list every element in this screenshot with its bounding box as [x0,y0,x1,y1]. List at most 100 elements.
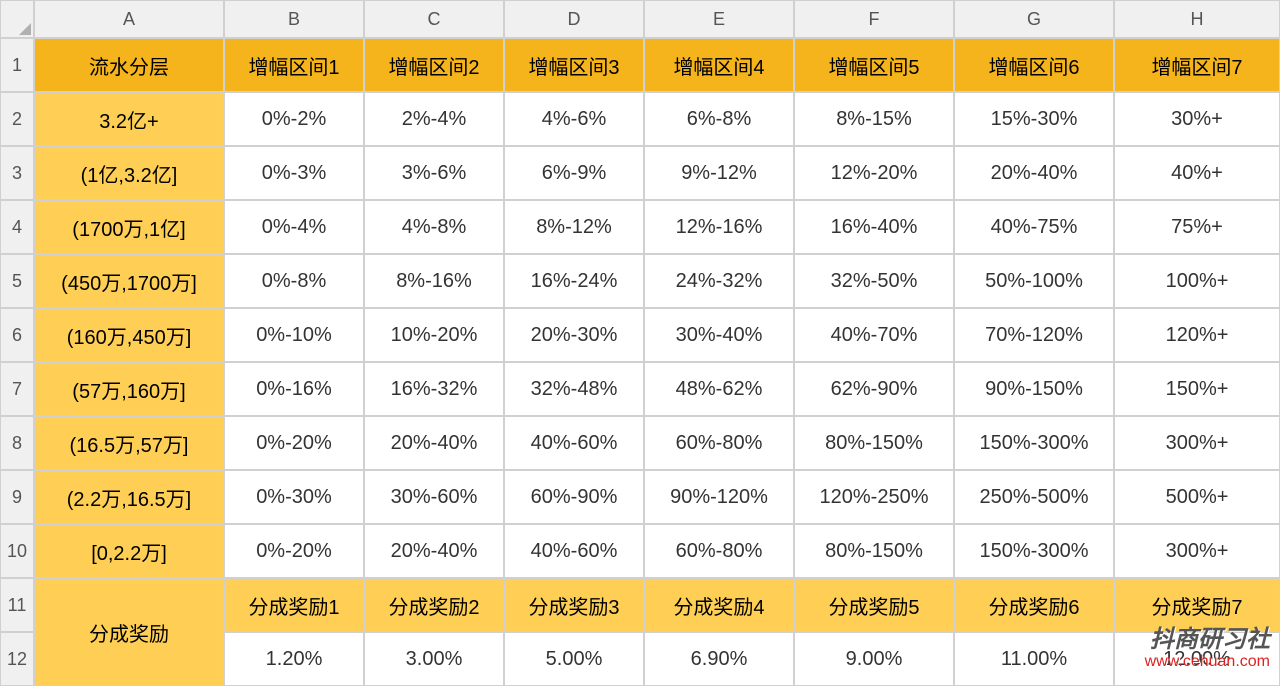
data-cell: 80%-150% [794,416,954,470]
reward-value-6: 11.00% [954,632,1114,686]
reward-header-6: 分成奖励6 [954,578,1114,632]
data-cell: 16%-24% [504,254,644,308]
column-header-F[interactable]: F [794,0,954,38]
data-cell: 120%-250% [794,470,954,524]
column-header-A[interactable]: A [34,0,224,38]
data-cell: 4%-6% [504,92,644,146]
column-header-H[interactable]: H [1114,0,1280,38]
increase-range-header-2: 增幅区间2 [364,38,504,92]
data-cell: 50%-100% [954,254,1114,308]
tier-label: (16.5万,57万] [34,416,224,470]
data-cell: 300%+ [1114,416,1280,470]
row-header-3[interactable]: 3 [0,146,34,200]
row-header-5[interactable]: 5 [0,254,34,308]
data-cell: 3%-6% [364,146,504,200]
column-header-D[interactable]: D [504,0,644,38]
data-cell: 40%-60% [504,416,644,470]
spreadsheet: ABCDEFGH123456789101112流水分层增幅区间1增幅区间2增幅区… [0,0,1280,686]
reward-value-4: 6.90% [644,632,794,686]
increase-range-header-7: 增幅区间7 [1114,38,1280,92]
reward-header-4: 分成奖励4 [644,578,794,632]
tier-label: (2.2万,16.5万] [34,470,224,524]
row-header-9[interactable]: 9 [0,470,34,524]
data-cell: 48%-62% [644,362,794,416]
tier-label: (1700万,1亿] [34,200,224,254]
reward-value-2: 3.00% [364,632,504,686]
data-cell: 0%-3% [224,146,364,200]
column-header-E[interactable]: E [644,0,794,38]
data-cell: 40%+ [1114,146,1280,200]
data-cell: 100%+ [1114,254,1280,308]
reward-value-3: 5.00% [504,632,644,686]
data-cell: 150%+ [1114,362,1280,416]
data-cell: 60%-80% [644,524,794,578]
data-cell: 32%-48% [504,362,644,416]
data-cell: 16%-32% [364,362,504,416]
data-cell: 120%+ [1114,308,1280,362]
tier-label: (450万,1700万] [34,254,224,308]
data-cell: 0%-2% [224,92,364,146]
data-cell: 2%-4% [364,92,504,146]
data-cell: 40%-60% [504,524,644,578]
data-cell: 40%-75% [954,200,1114,254]
reward-value-1: 1.20% [224,632,364,686]
tier-label: (160万,450万] [34,308,224,362]
tier-label: 3.2亿+ [34,92,224,146]
row-header-4[interactable]: 4 [0,200,34,254]
reward-header-1: 分成奖励1 [224,578,364,632]
tier-label: (1亿,3.2亿] [34,146,224,200]
data-cell: 0%-20% [224,416,364,470]
data-cell: 20%-30% [504,308,644,362]
data-cell: 15%-30% [954,92,1114,146]
data-cell: 75%+ [1114,200,1280,254]
data-cell: 10%-20% [364,308,504,362]
data-cell: 4%-8% [364,200,504,254]
row-header-8[interactable]: 8 [0,416,34,470]
data-cell: 70%-120% [954,308,1114,362]
row-header-11[interactable]: 11 [0,578,34,632]
reward-header-2: 分成奖励2 [364,578,504,632]
row-header-1[interactable]: 1 [0,38,34,92]
reward-header-3: 分成奖励3 [504,578,644,632]
reward-value-5: 9.00% [794,632,954,686]
data-cell: 300%+ [1114,524,1280,578]
data-cell: 60%-80% [644,416,794,470]
data-cell: 8%-12% [504,200,644,254]
increase-range-header-6: 增幅区间6 [954,38,1114,92]
tier-label: (57万,160万] [34,362,224,416]
increase-range-header-4: 增幅区间4 [644,38,794,92]
data-cell: 32%-50% [794,254,954,308]
row-header-12[interactable]: 12 [0,632,34,686]
data-cell: 60%-90% [504,470,644,524]
data-cell: 6%-9% [504,146,644,200]
row-header-2[interactable]: 2 [0,92,34,146]
data-cell: 30%-40% [644,308,794,362]
row-header-7[interactable]: 7 [0,362,34,416]
data-cell: 150%-300% [954,416,1114,470]
column-header-C[interactable]: C [364,0,504,38]
data-cell: 0%-4% [224,200,364,254]
data-cell: 20%-40% [364,416,504,470]
column-header-G[interactable]: G [954,0,1114,38]
data-cell: 12%-16% [644,200,794,254]
reward-label: 分成奖励 [34,578,224,686]
data-cell: 0%-20% [224,524,364,578]
tier-label: [0,2.2万] [34,524,224,578]
select-all-corner[interactable] [0,0,34,38]
column-header-B[interactable]: B [224,0,364,38]
row-header-6[interactable]: 6 [0,308,34,362]
data-cell: 20%-40% [364,524,504,578]
data-cell: 9%-12% [644,146,794,200]
data-cell: 30%-60% [364,470,504,524]
row-header-10[interactable]: 10 [0,524,34,578]
data-cell: 16%-40% [794,200,954,254]
data-cell: 24%-32% [644,254,794,308]
data-cell: 8%-15% [794,92,954,146]
data-cell: 0%-30% [224,470,364,524]
reward-header-7: 分成奖励7 [1114,578,1280,632]
data-cell: 80%-150% [794,524,954,578]
data-cell: 12%-20% [794,146,954,200]
data-cell: 0%-10% [224,308,364,362]
data-cell: 6%-8% [644,92,794,146]
reward-value-7: 12.00% [1114,632,1280,686]
